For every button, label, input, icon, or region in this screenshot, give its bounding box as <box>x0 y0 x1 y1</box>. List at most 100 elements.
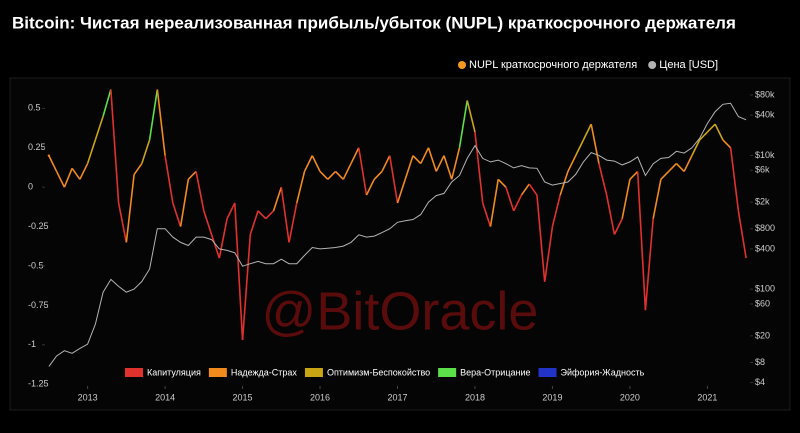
nupl-segment <box>195 171 205 211</box>
nupl-segment <box>466 100 476 133</box>
nupl-segment <box>443 155 453 180</box>
nupl-segment <box>63 167 73 188</box>
plot-area <box>9 77 791 411</box>
nupl-segment <box>505 186 515 212</box>
nupl-segment <box>319 170 329 180</box>
nupl-segment <box>435 155 445 172</box>
zone-swatch <box>208 368 227 377</box>
zone-label: Оптимизм-Беспокойство <box>327 367 430 377</box>
nupl-segment <box>187 170 197 180</box>
nupl-segment <box>265 210 275 220</box>
nupl-segment <box>489 179 500 227</box>
nupl-segment <box>605 194 616 235</box>
nupl-segment <box>342 163 352 180</box>
nupl-segment <box>582 123 592 141</box>
nupl-segment <box>691 139 701 157</box>
nupl-segment <box>567 155 577 172</box>
nupl-segment <box>450 147 461 180</box>
nupl-segment <box>48 155 58 172</box>
zone-swatch <box>125 368 143 377</box>
price-line <box>48 102 747 367</box>
nupl-segment <box>621 179 631 219</box>
zone-label: Вера-Отрицание <box>460 367 530 377</box>
nupl-segment <box>497 178 507 188</box>
nupl-segment <box>141 139 151 164</box>
y2-tick-label: $20 <box>755 330 770 340</box>
nupl-segment <box>536 195 546 282</box>
nupl-segment <box>675 162 685 172</box>
nupl-segment <box>481 202 492 227</box>
zone-label: Эйфория-Жадность <box>561 367 645 377</box>
y2-tick-label: $60 <box>755 298 770 308</box>
nupl-segment <box>249 210 259 235</box>
nupl-segment <box>110 89 120 204</box>
nupl-segment <box>86 139 97 164</box>
x-tick-label: 2018 <box>465 392 485 402</box>
nupl-segment <box>257 210 267 220</box>
y2-tick-label: $40k <box>755 109 775 119</box>
nupl-segment <box>613 218 623 235</box>
nupl-segment <box>303 155 313 172</box>
nupl-segment <box>148 89 159 141</box>
nupl-segment <box>117 202 128 243</box>
nupl-segment <box>241 234 252 341</box>
y2-tick-label: $100 <box>755 284 775 294</box>
nupl-segment <box>528 183 538 196</box>
nupl-segment <box>598 163 608 196</box>
zone-swatch <box>538 368 557 377</box>
nupl-segment <box>210 234 221 259</box>
y-tick-label: -1.25 <box>28 379 49 389</box>
y-tick-label: 0.5 <box>28 103 41 113</box>
zone-swatch <box>304 368 323 377</box>
nupl-segment <box>288 202 298 243</box>
y2-tick-label: $400 <box>755 243 775 253</box>
nupl-segment <box>396 179 407 204</box>
y-tick-label: -0.25 <box>28 221 49 231</box>
nupl-segment <box>327 170 337 180</box>
y2-tick-label: $6k <box>755 165 770 175</box>
nupl-segment <box>737 210 747 259</box>
nupl-segment <box>125 174 135 243</box>
nupl-segment <box>420 147 430 164</box>
nupl-segment <box>311 155 321 172</box>
nupl-segment <box>660 170 670 180</box>
nupl-segment <box>94 116 104 141</box>
nupl-segment <box>133 163 143 176</box>
y2-tick-label: $2k <box>755 197 770 207</box>
legend-label: Цена [USD] <box>659 59 718 71</box>
y2-tick-label: $80k <box>755 89 775 99</box>
nupl-segment <box>458 100 469 148</box>
nupl-segment <box>334 170 344 180</box>
nupl-segment <box>71 167 81 180</box>
nupl-segment <box>381 155 391 172</box>
nupl-segment <box>543 226 554 282</box>
nupl-segment <box>706 123 716 133</box>
y-tick-label: -1 <box>28 339 36 349</box>
nupl-segment <box>218 218 228 259</box>
x-tick-label: 2015 <box>233 392 253 402</box>
nupl-segment <box>729 147 740 211</box>
nupl-segment <box>520 183 530 196</box>
zone-swatch <box>438 368 457 377</box>
x-tick-label: 2013 <box>78 392 98 402</box>
chart-title: Bitcoin: Чистая нереализованная прибыль/… <box>12 13 736 32</box>
nupl-segment <box>574 139 585 157</box>
y-tick-label: -0.5 <box>28 260 44 270</box>
nupl-segment <box>272 186 283 212</box>
legend-marker <box>648 61 657 69</box>
nupl-segment <box>172 202 182 227</box>
x-tick-label: 2014 <box>155 392 175 402</box>
nupl-segment <box>373 170 383 180</box>
legend-marker <box>458 61 466 69</box>
nupl-segment <box>388 155 399 204</box>
nupl-segment <box>427 147 437 172</box>
nupl-segment <box>79 163 89 180</box>
legend-label: NUPL краткосрочного держателя <box>469 59 637 71</box>
y2-tick-label: $800 <box>755 223 775 233</box>
y-tick-label: 0.25 <box>28 142 46 152</box>
nupl-segment <box>404 155 414 180</box>
y-tick-label: 0 <box>28 182 33 192</box>
nupl-segment <box>644 218 654 311</box>
nupl-segment <box>357 147 368 196</box>
